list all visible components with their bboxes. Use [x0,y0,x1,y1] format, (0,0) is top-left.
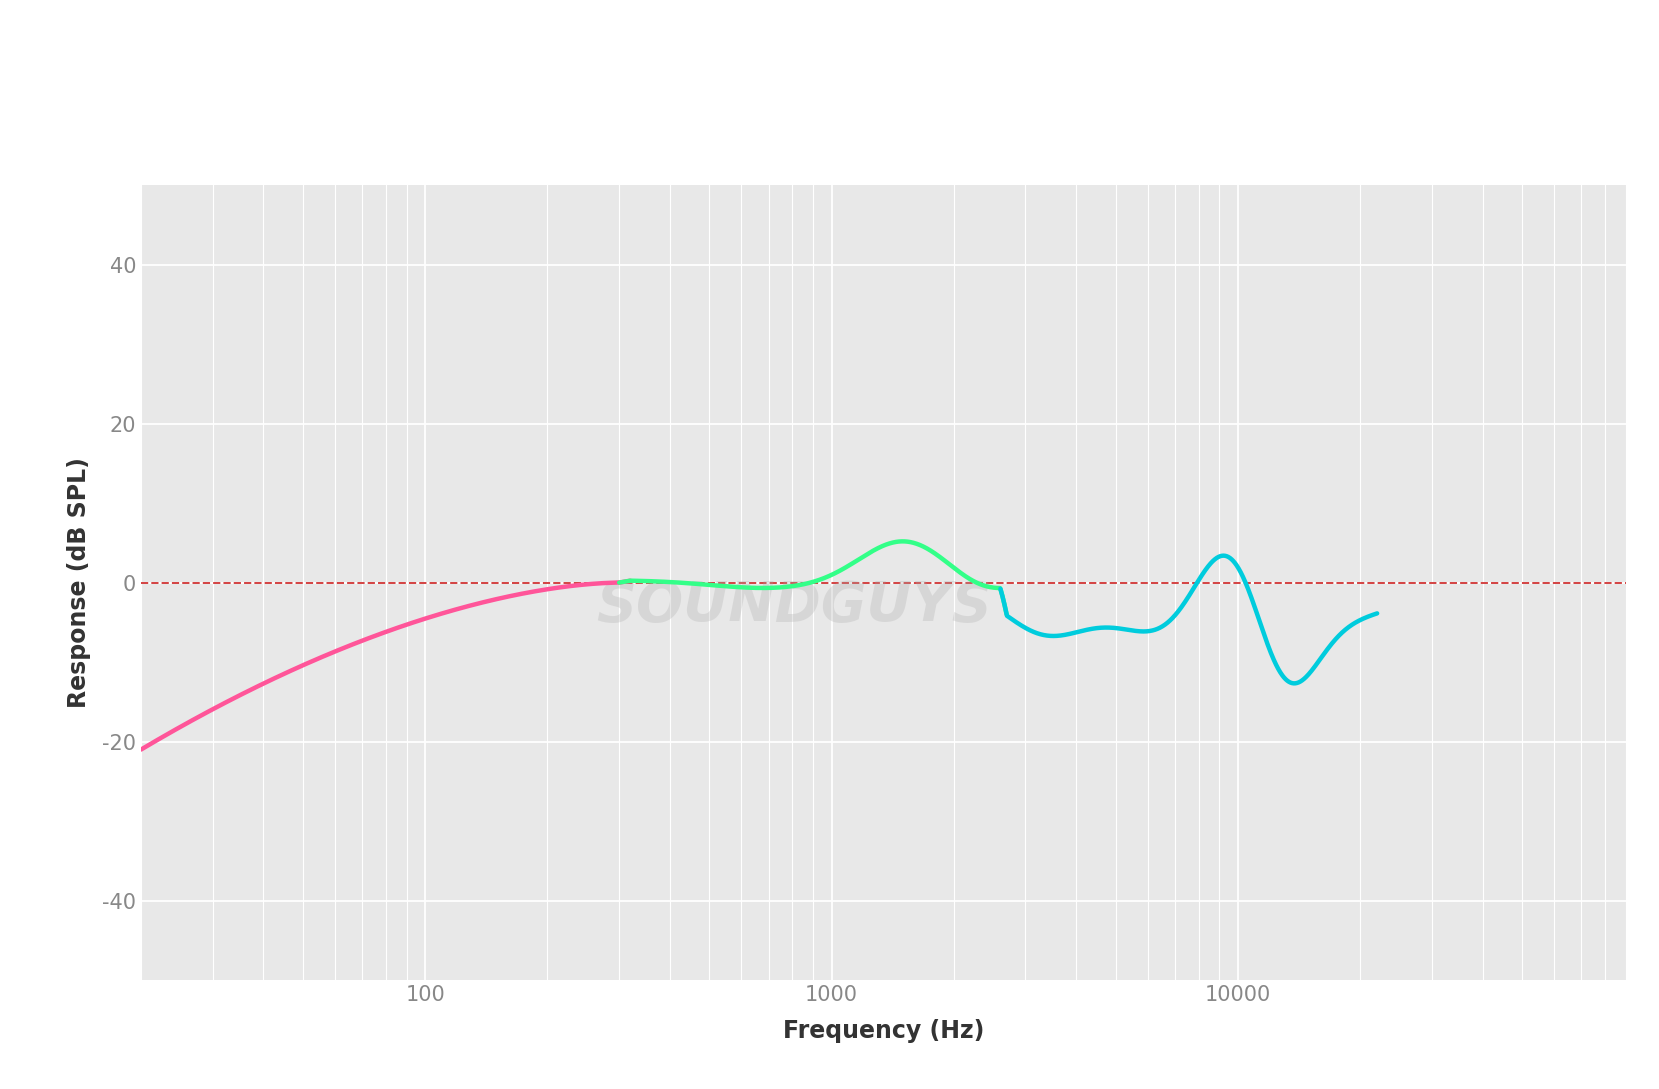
Text: SOUNDGUYS: SOUNDGUYS [597,579,992,634]
Y-axis label: Response (dB SPL): Response (dB SPL) [66,457,91,708]
Text: LG Tone Free TWS Frequency Response: LG Tone Free TWS Frequency Response [370,56,1289,98]
X-axis label: Frequency (Hz): Frequency (Hz) [783,1019,984,1043]
